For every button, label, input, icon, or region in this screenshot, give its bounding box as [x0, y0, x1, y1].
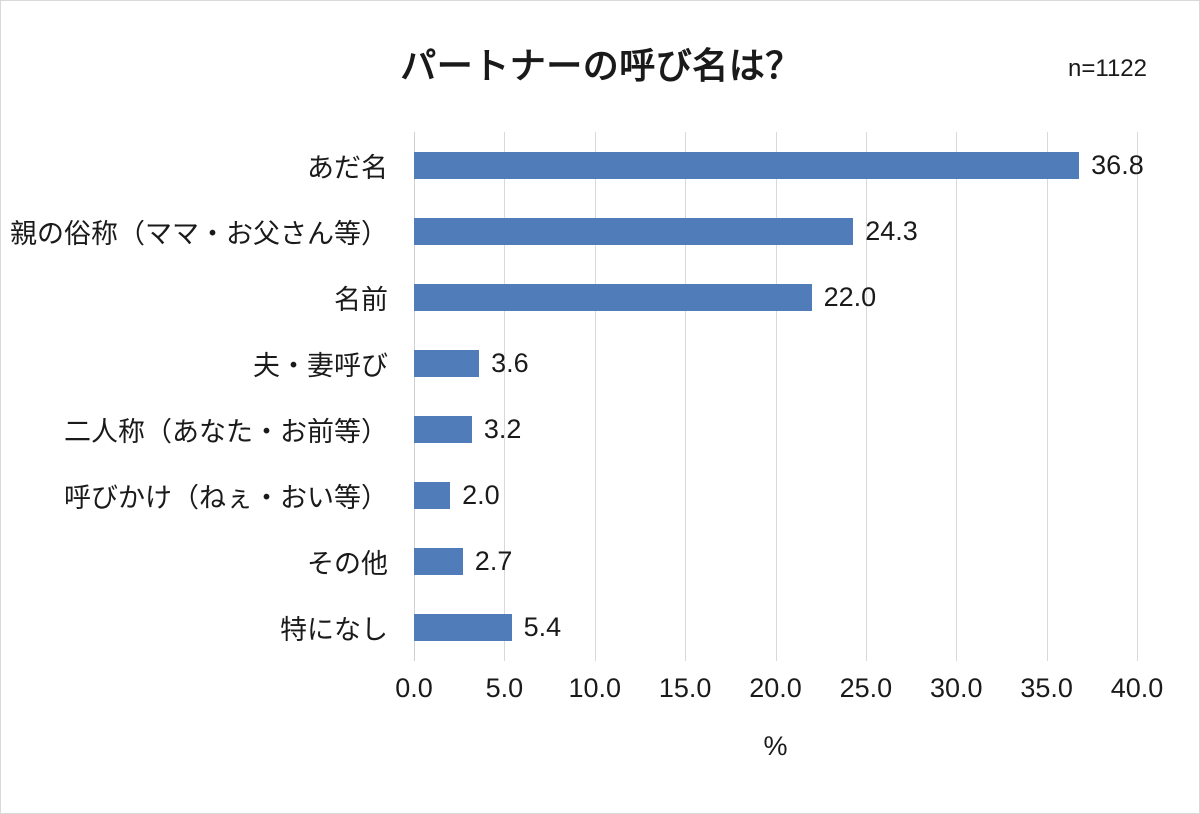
category-label: 二人称（あなた・お前等） — [64, 417, 388, 448]
gridline — [685, 132, 687, 661]
gridline — [956, 132, 958, 661]
gridline — [775, 132, 777, 661]
bar[interactable] — [414, 482, 451, 510]
x-tick-label: 10.0 — [568, 673, 622, 703]
bar-row[interactable]: 3.6 — [414, 330, 1137, 396]
x-tick-label: 5.0 — [485, 673, 524, 703]
bar[interactable] — [414, 151, 1080, 179]
bar[interactable] — [414, 217, 854, 245]
bar-value-label: 36.8 — [1091, 149, 1144, 180]
gridline — [504, 132, 506, 661]
bar-value-label: 24.3 — [865, 215, 918, 246]
x-tick-label: 0.0 — [395, 673, 433, 703]
bar-row[interactable]: 5.4 — [414, 595, 1137, 661]
bar-row[interactable]: 22.0 — [414, 264, 1137, 330]
gridline — [594, 132, 596, 661]
category-label: 特になし — [280, 615, 388, 646]
category-label: あだ名 — [307, 152, 388, 183]
x-axis-title: % — [763, 731, 788, 761]
bar-row[interactable]: 36.8 — [414, 132, 1144, 198]
chart-title: パートナーの呼び名は？ — [400, 45, 802, 86]
bar[interactable] — [414, 614, 512, 642]
bar-row[interactable]: 24.3 — [414, 198, 1137, 264]
category-label: 親の俗称（ママ・お父さん等） — [10, 218, 388, 249]
gridline — [865, 132, 867, 661]
x-tick-label: 40.0 — [1110, 673, 1164, 703]
x-tick-label: 20.0 — [749, 673, 802, 703]
bar-value-label: 2.7 — [474, 546, 513, 577]
plot-area: 36.8 24.3 22.0 3.6 3.2 2.0 2.7 5.4 — [414, 132, 1144, 661]
category-label: 夫・妻呼び — [253, 350, 388, 381]
bar[interactable] — [414, 416, 472, 444]
category-axis-labels: あだ名親の俗称（ママ・お父さん等） 名前夫・妻呼び二人称（あなた・お前等） 呼びかけ… — [1, 132, 401, 661]
sample-size-annotation: n=1122 — [1068, 55, 1147, 82]
category-label: その他 — [307, 549, 388, 580]
bar-value-label: 2.0 — [462, 480, 500, 511]
x-tick-label: 25.0 — [839, 673, 893, 703]
bar[interactable] — [414, 548, 463, 576]
bar[interactable] — [414, 349, 480, 377]
bar-value-label: 22.0 — [823, 281, 877, 312]
bar-row[interactable]: 2.7 — [414, 529, 1137, 595]
x-tick-label: 15.0 — [658, 673, 712, 703]
gridline — [414, 132, 415, 661]
bar-value-label: 5.4 — [523, 612, 562, 643]
category-label: 呼びかけ（ねぇ・おい等） — [64, 483, 388, 514]
x-tick-label: 35.0 — [1020, 673, 1073, 703]
bar-row[interactable]: 3.2 — [414, 397, 1137, 463]
bar-value-label: 3.2 — [483, 414, 522, 445]
gridline — [1137, 132, 1138, 661]
category-label: 名前 — [334, 284, 388, 315]
gridline — [1046, 132, 1048, 661]
x-axis-tick-labels: 0.0 5.0 10.0 15.0 20.0 25.0 30.0 35.0 40.0 — [395, 673, 1163, 713]
bar-value-label: 3.6 — [491, 347, 529, 378]
x-tick-label: 30.0 — [929, 673, 983, 703]
bar[interactable] — [414, 283, 812, 311]
bar-row[interactable]: 2.0 — [414, 463, 1137, 529]
